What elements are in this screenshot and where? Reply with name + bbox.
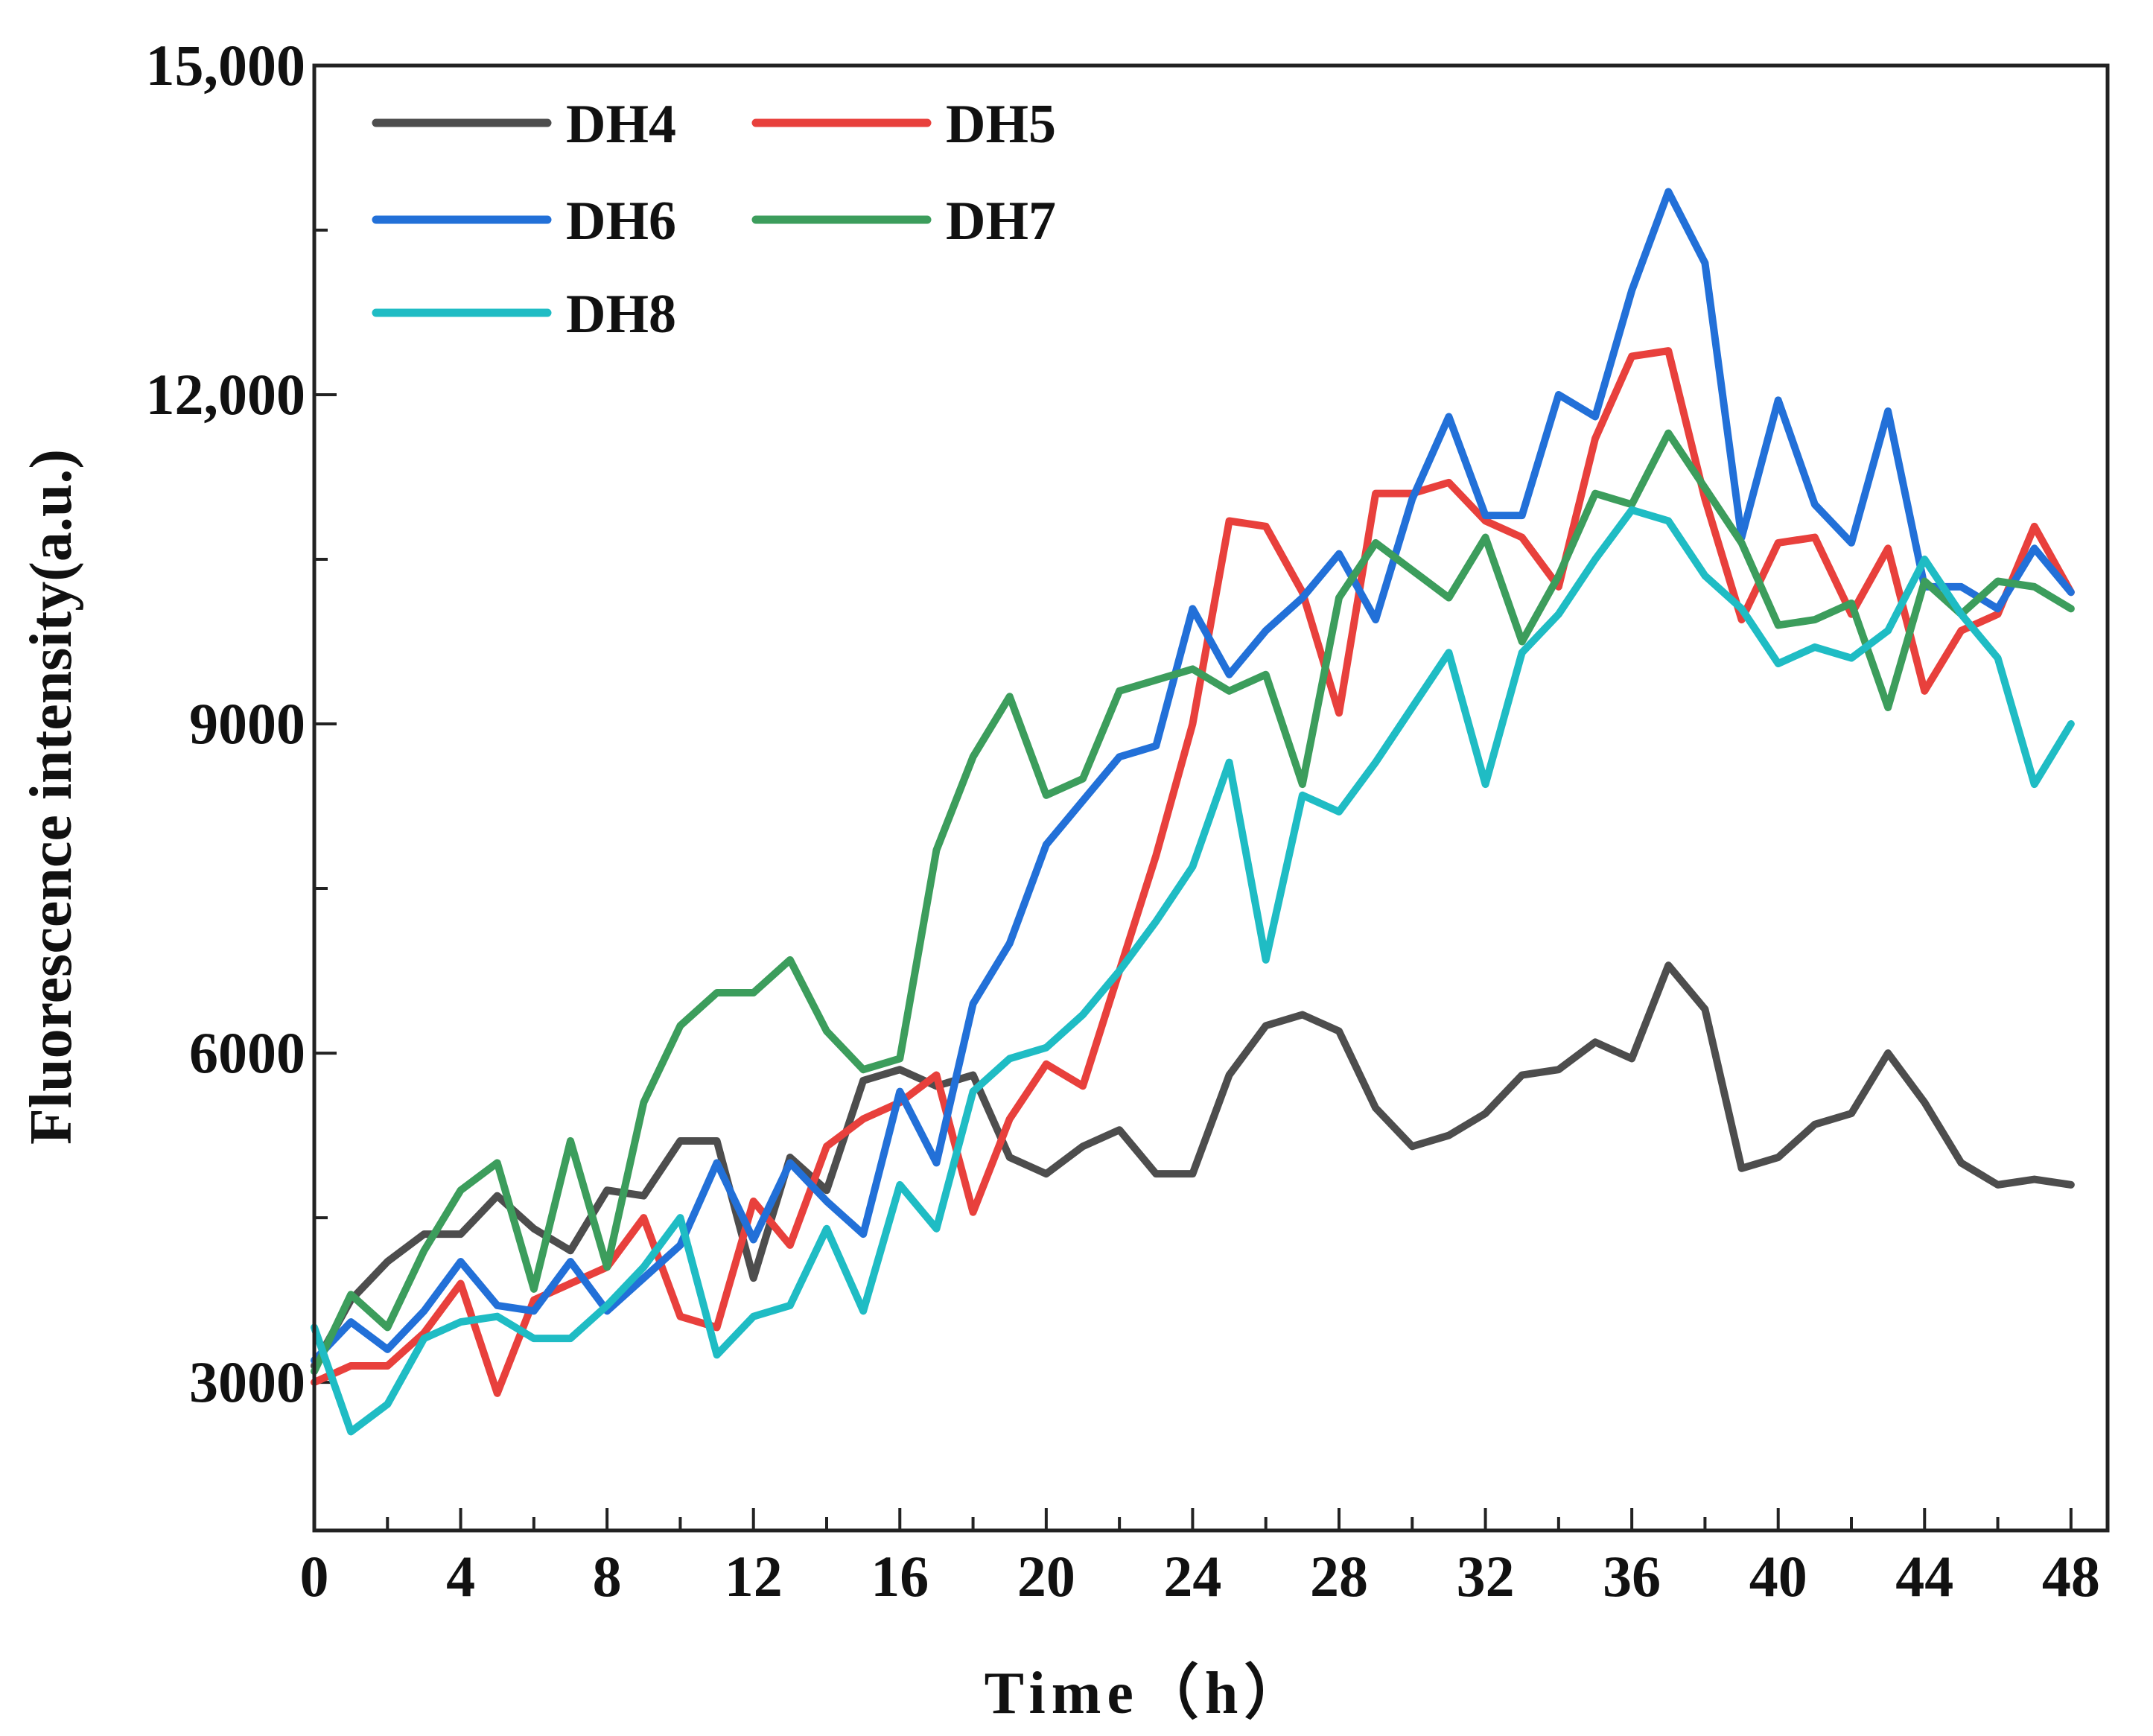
x-tick-label: 8 [593, 1544, 622, 1609]
legend: DH4 DH5 DH6 DH7 DH8 [372, 94, 1056, 345]
y-tick-label: 15,000 [146, 33, 306, 98]
x-axis-title: Time（h） [985, 1661, 1310, 1726]
legend-label: DH4 [566, 94, 676, 155]
legend-item-dh6: DH6 [372, 191, 676, 252]
series-line-dh8 [311, 506, 2075, 1436]
x-tick-label: 40 [1749, 1544, 1807, 1609]
legend-label: DH5 [946, 94, 1056, 155]
y-tick-label: 9000 [189, 691, 305, 756]
x-tick-label: 4 [446, 1544, 475, 1609]
y-tick-label: 3000 [189, 1349, 305, 1414]
x-tick-label: 32 [1457, 1544, 1515, 1609]
series-line-dh7 [311, 429, 2075, 1376]
series-lines [311, 188, 2075, 1436]
legend-item-dh5: DH5 [751, 94, 1056, 155]
legend-item-dh8: DH8 [372, 284, 676, 345]
x-tick-label: 24 [1163, 1544, 1221, 1609]
plot-frame [312, 63, 2110, 1533]
x-tick-label: 48 [2042, 1544, 2100, 1609]
x-tick-label: 36 [1603, 1544, 1661, 1609]
tick-marks [313, 64, 2073, 1530]
y-axis-title: Fluorescence intensity(a.u.) [19, 449, 84, 1145]
x-tick-label: 12 [725, 1544, 783, 1609]
x-tick-label: 0 [300, 1544, 329, 1609]
legend-label: DH7 [946, 191, 1056, 252]
x-tick-label: 16 [871, 1544, 929, 1609]
x-tick-label: 20 [1017, 1544, 1075, 1609]
y-tick-label: 12,000 [146, 362, 306, 427]
legend-item-dh7: DH7 [751, 191, 1056, 252]
y-tick-labels: 3000 6000 9000 12,000 15,000 [146, 33, 306, 1414]
legend-item-dh4: DH4 [372, 94, 676, 155]
series-line-dh6 [311, 188, 2075, 1364]
y-tick-label: 6000 [189, 1020, 305, 1085]
legend-label: DH8 [566, 284, 676, 345]
x-tick-label: 28 [1310, 1544, 1368, 1609]
legend-label: DH6 [566, 191, 676, 252]
x-tick-label: 44 [1895, 1544, 1953, 1609]
x-tick-labels: 0 4 8 12 16 20 24 28 32 36 40 44 48 [300, 1544, 2100, 1609]
series-line-dh4 [311, 961, 2075, 1370]
